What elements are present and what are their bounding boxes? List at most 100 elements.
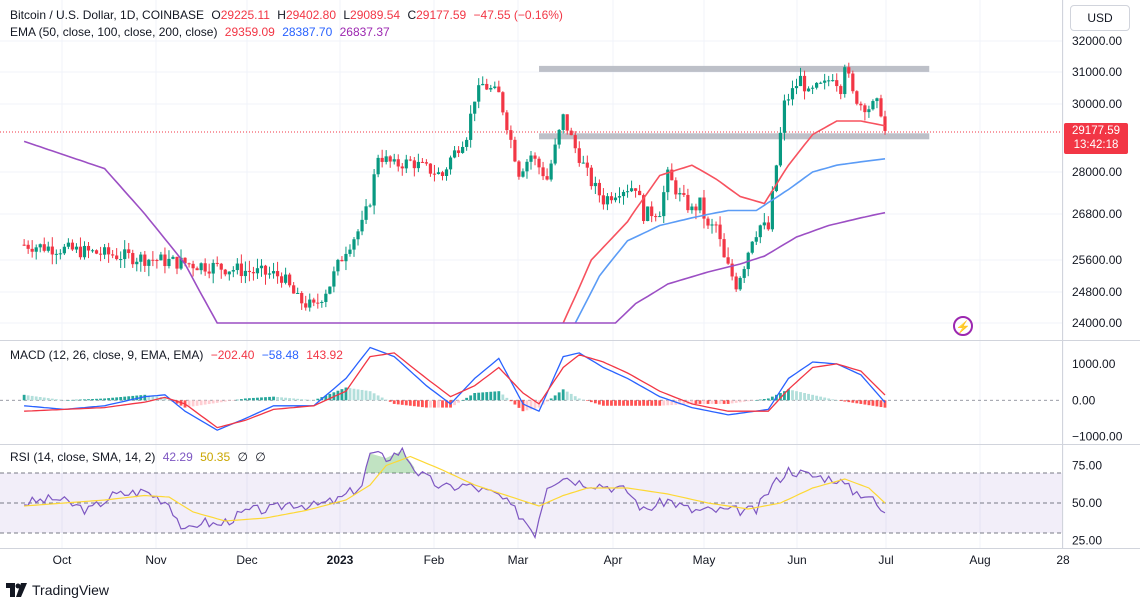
currency-button[interactable]: USD — [1070, 5, 1130, 31]
candle-body — [416, 161, 420, 169]
candle-body — [493, 86, 497, 89]
ema-label[interactable]: EMA (50, close, 100, close, 200, close) — [10, 25, 218, 39]
macd-histogram-bar — [734, 400, 738, 403]
rsi-extra1: ∅ — [237, 450, 248, 464]
macd-histogram-bar — [408, 400, 412, 406]
low-label: L — [343, 8, 351, 22]
ema-lines — [23, 120, 886, 324]
candle-body — [646, 206, 650, 222]
candle-body — [642, 195, 646, 222]
macd-histogram-bar — [618, 400, 621, 406]
macd-histogram-bar — [288, 398, 292, 401]
macd-histogram-bar — [368, 391, 372, 401]
candle-body — [517, 161, 521, 177]
macd-histogram-bar — [340, 389, 344, 401]
macd-histogram-bar — [211, 400, 215, 404]
macd-histogram-bar — [638, 400, 642, 406]
candle-body — [74, 246, 79, 250]
macd-histogram-bar — [481, 392, 485, 401]
symbol-title[interactable]: Bitcoin / U.S. Dollar, 1D, COINBASE — [10, 8, 205, 22]
candle-body — [412, 160, 416, 169]
candle-body — [678, 193, 682, 195]
candle-body — [625, 191, 630, 193]
candle-body — [135, 261, 139, 265]
candle-body — [115, 255, 119, 260]
macd-histogram-bar — [396, 400, 400, 405]
candle-body — [589, 167, 593, 187]
candle-body — [131, 253, 135, 265]
price-tick-label: 26800.00 — [1072, 207, 1122, 221]
high-label: H — [277, 8, 286, 22]
macd-histogram-bar — [54, 399, 58, 401]
candle-body — [34, 247, 38, 252]
candle-body — [58, 253, 62, 255]
macd-histogram-bar — [95, 398, 98, 401]
macd-histogram-bar — [489, 391, 493, 401]
horizontal-levels[interactable] — [539, 65, 930, 140]
ema200-line — [23, 140, 886, 324]
signal-value: 143.92 — [306, 348, 343, 362]
macd-histogram-bar — [308, 399, 312, 401]
candle-body — [340, 259, 344, 262]
candle-body — [879, 98, 883, 117]
macd-histogram-bar — [839, 400, 843, 401]
candle-body — [102, 247, 107, 255]
macd-histogram-bar — [296, 398, 300, 401]
candle-body — [605, 196, 610, 205]
candle-body — [867, 109, 871, 113]
macd-histogram-bar — [823, 397, 827, 401]
rsi-label[interactable]: RSI (14, close, SMA, 14, 2) — [10, 450, 156, 464]
macd-histogram-bar — [26, 395, 30, 401]
macd-histogram-bar — [131, 395, 135, 401]
macd-histogram-bar — [593, 400, 597, 404]
macd-histogram-bar — [227, 400, 231, 401]
time-tick-label: 2023 — [327, 553, 354, 567]
macd-histogram-bar — [107, 398, 111, 401]
macd-histogram-bar — [364, 390, 368, 401]
macd-histogram-bar — [863, 400, 867, 405]
macd-histogram-bar — [441, 400, 444, 408]
macd-histogram-bar — [847, 400, 851, 403]
macd-histogram-bar — [545, 400, 549, 402]
candle-body — [231, 270, 235, 272]
macd-histogram-bar — [803, 393, 806, 401]
price-tick-label: 24000.00 — [1072, 316, 1122, 330]
macd-legend: MACD (12, 26, close, 9, EMA, EMA) −202.4… — [10, 348, 347, 362]
macd-histogram-bar — [738, 400, 742, 403]
candle-body — [292, 285, 296, 294]
macd-histogram-bar — [517, 400, 521, 408]
macd-histogram-bar — [650, 400, 654, 406]
candle-body — [107, 247, 111, 255]
candle-body — [46, 246, 50, 251]
axes: 32000.00 31000.00 30000.00 28000.00 26800.00… — [53, 34, 1123, 567]
macd-histogram-bar — [151, 395, 155, 401]
candles — [22, 62, 887, 312]
last-price-tag: 29177.59 13:42:18 — [1064, 123, 1128, 154]
macd-histogram-bar — [127, 396, 131, 401]
macd-label[interactable]: MACD (12, 26, close, 9, EMA, EMA) — [10, 348, 204, 362]
ema100-value: 28387.70 — [282, 25, 333, 39]
candle-body — [348, 249, 352, 254]
ema100-line — [574, 158, 886, 324]
candle-body — [119, 259, 123, 261]
candle-body — [30, 248, 34, 252]
candle-body — [633, 188, 638, 191]
macd-histogram-bar — [420, 400, 424, 408]
candle-body — [404, 159, 408, 169]
time-tick-label: Jul — [878, 553, 893, 567]
candle-body — [477, 85, 481, 102]
lightning-alert-icon[interactable]: ⚡ — [953, 316, 973, 336]
macd-tick-label: −1000.00 — [1072, 430, 1123, 444]
macd-histogram-bar — [187, 400, 191, 407]
macd-histogram-bar — [66, 400, 70, 401]
candle-body — [284, 274, 288, 283]
macd-histogram-bar — [714, 400, 718, 404]
support-resistance-level — [539, 65, 930, 72]
candle-body — [658, 216, 662, 218]
tradingview-logo[interactable]: TradingView — [6, 582, 109, 598]
macd-histogram-bar — [666, 400, 670, 406]
macd-histogram-bar — [469, 395, 473, 401]
macd-histogram-bar — [316, 398, 320, 401]
candle-body — [111, 254, 115, 256]
